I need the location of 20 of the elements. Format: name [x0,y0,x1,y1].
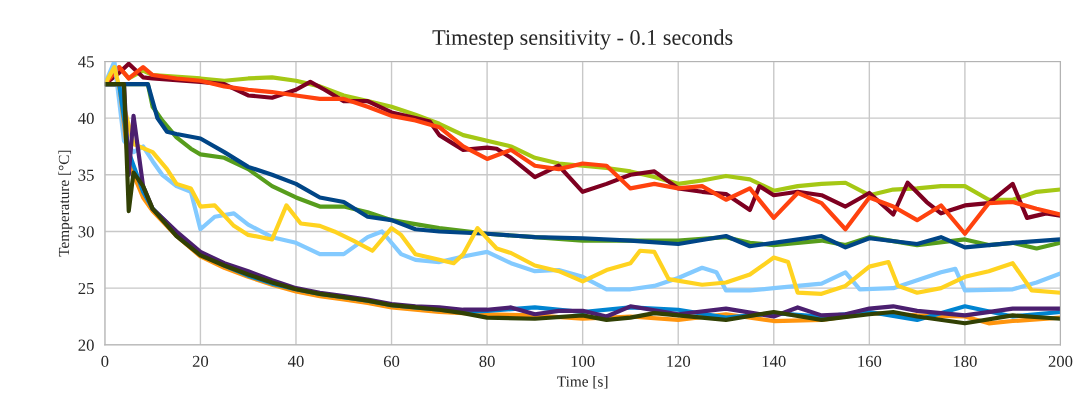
y-tick-label: 35 [78,169,94,181]
y-tick-label: 30 [78,226,94,238]
x-tick-label: 20 [192,355,209,367]
chart-title: Timestep sensitivity - 0.1 seconds [432,29,733,50]
x-tick-label: 120 [667,355,691,367]
x-tick-label: 60 [383,355,400,367]
y-tick-label: 45 [78,56,94,68]
x-axis-title: Time [s] [557,375,608,389]
y-tick-label: 20 [78,339,94,351]
x-tick-label: 0 [101,355,109,367]
x-tick-label: 100 [571,355,595,367]
x-tick-label: 200 [1048,355,1073,367]
y-tick-label: 25 [78,282,94,295]
x-tick-label: 140 [762,355,786,367]
y-axis-title: Temperature [°C] [58,150,73,257]
x-tick-label: 80 [479,355,495,367]
x-tick-label: 180 [953,355,977,367]
x-tick-label: 160 [858,355,882,367]
y-tick-label: 40 [78,112,94,125]
x-tick-label: 40 [287,355,304,367]
